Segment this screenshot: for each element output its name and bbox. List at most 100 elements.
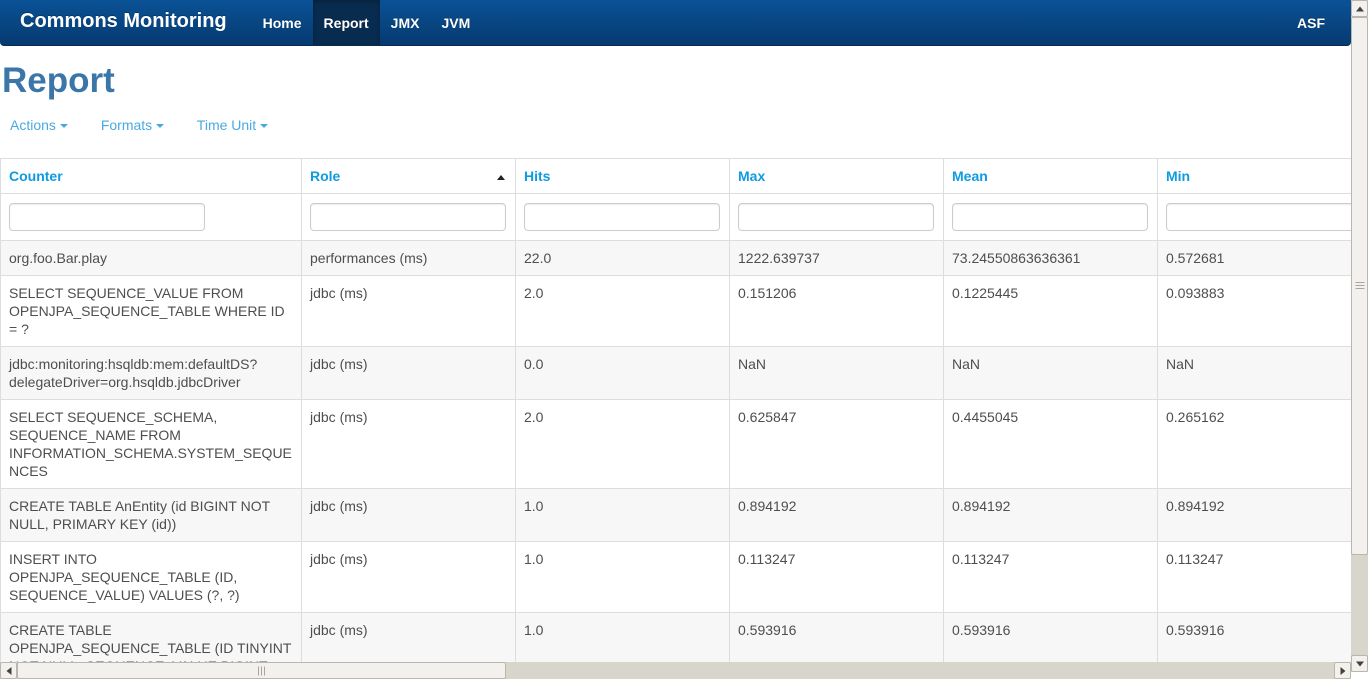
grip-icon bbox=[257, 666, 266, 675]
page-content: Commons Monitoring Home Report JMX JVM A… bbox=[0, 0, 1351, 663]
column-label: Min bbox=[1166, 168, 1191, 184]
table-cell-role: jdbc (ms) bbox=[301, 612, 516, 663]
time-unit-menu-label: Time Unit bbox=[196, 117, 257, 133]
grip-icon bbox=[1355, 282, 1364, 290]
vertical-scroll-thumb[interactable] bbox=[1351, 17, 1368, 555]
nav-item-asf[interactable]: ASF bbox=[1297, 14, 1325, 31]
column-header-hits[interactable]: Hits bbox=[515, 158, 730, 194]
table-cell-mean: 0.1225445 bbox=[943, 275, 1158, 347]
report-table: Counter Role Hits Max Mean Min org.foo.B… bbox=[0, 158, 1351, 663]
actions-menu[interactable]: Actions bbox=[10, 117, 68, 133]
filter-input-max[interactable] bbox=[738, 203, 934, 231]
nav-item-home[interactable]: Home bbox=[262, 14, 302, 31]
top-navbar: Commons Monitoring Home Report JMX JVM A… bbox=[0, 0, 1351, 46]
scroll-up-button[interactable] bbox=[1351, 0, 1368, 17]
toolbar: Actions Formats Time Unit bbox=[10, 117, 1351, 133]
table-cell-hits: 2.0 bbox=[515, 275, 730, 347]
chevron-down-icon bbox=[156, 124, 165, 129]
table-cell-mean: NaN bbox=[943, 346, 1158, 400]
table-cell-role: jdbc (ms) bbox=[301, 399, 516, 489]
table-cell-counter: CREATE TABLE AnEntity (id BIGINT NOT NUL… bbox=[0, 488, 302, 542]
table-row: jdbc:monitoring:hsqldb:mem:defaultDS?del… bbox=[0, 346, 1351, 400]
column-label: Role bbox=[310, 168, 341, 184]
table-cell-counter: INSERT INTO OPENJPA_SEQUENCE_TABLE (ID, … bbox=[0, 541, 302, 613]
filter-input-hits[interactable] bbox=[524, 203, 720, 231]
table-cell-role: jdbc (ms) bbox=[301, 541, 516, 613]
filter-row bbox=[0, 193, 1351, 241]
main-nav: Home Report JMX JVM bbox=[252, 0, 482, 45]
table-cell-max: 0.593916 bbox=[729, 612, 944, 663]
column-label: Hits bbox=[524, 168, 551, 184]
column-header-role[interactable]: Role bbox=[301, 158, 516, 194]
page-title: Report bbox=[2, 61, 115, 100]
header-row: Counter Role Hits Max Mean Min bbox=[0, 158, 1351, 194]
table-cell-min: 0.572681 bbox=[1157, 240, 1351, 276]
column-header-mean[interactable]: Mean bbox=[943, 158, 1158, 194]
arrow-left-icon bbox=[6, 666, 11, 675]
table-cell-min: 0.093883 bbox=[1157, 275, 1351, 347]
chevron-down-icon bbox=[260, 124, 269, 129]
nav-item-jmx[interactable]: JMX bbox=[390, 14, 420, 31]
table-cell-role: jdbc (ms) bbox=[301, 488, 516, 542]
table-cell-hits: 2.0 bbox=[515, 399, 730, 489]
table-cell-role: jdbc (ms) bbox=[301, 346, 516, 400]
nav-right: ASF bbox=[1297, 0, 1351, 45]
vertical-scrollbar[interactable] bbox=[1351, 0, 1368, 672]
table-cell-counter: jdbc:monitoring:hsqldb:mem:defaultDS?del… bbox=[0, 346, 302, 400]
chevron-down-icon bbox=[59, 124, 68, 129]
table-row: SELECT SEQUENCE_SCHEMA, SEQUENCE_NAME FR… bbox=[0, 399, 1351, 489]
actions-menu-label: Actions bbox=[10, 117, 56, 133]
table-cell-mean: 0.894192 bbox=[943, 488, 1158, 542]
table-cell-mean: 0.593916 bbox=[943, 612, 1158, 663]
column-label: Max bbox=[738, 168, 766, 184]
table-cell-role: jdbc (ms) bbox=[301, 275, 516, 347]
column-header-min[interactable]: Min bbox=[1157, 158, 1351, 194]
table-cell-hits: 0.0 bbox=[515, 346, 730, 400]
table-cell-hits: 1.0 bbox=[515, 612, 730, 663]
horizontal-scroll-thumb[interactable] bbox=[17, 662, 506, 679]
filter-input-mean[interactable] bbox=[952, 203, 1148, 231]
table-cell-max: 0.625847 bbox=[729, 399, 944, 489]
table-row: SELECT SEQUENCE_VALUE FROM OPENJPA_SEQUE… bbox=[0, 275, 1351, 347]
column-label: Counter bbox=[9, 168, 63, 184]
table-row: INSERT INTO OPENJPA_SEQUENCE_TABLE (ID, … bbox=[0, 541, 1351, 613]
time-unit-menu[interactable]: Time Unit bbox=[196, 117, 269, 133]
table-cell-min: NaN bbox=[1157, 346, 1351, 400]
horizontal-scrollbar[interactable] bbox=[0, 662, 1351, 679]
nav-item-report[interactable]: Report bbox=[312, 0, 380, 45]
table-cell-hits: 1.0 bbox=[515, 541, 730, 613]
table-cell-mean: 0.113247 bbox=[943, 541, 1158, 613]
table-row: CREATE TABLE AnEntity (id BIGINT NOT NUL… bbox=[0, 488, 1351, 542]
table-cell-role: performances (ms) bbox=[301, 240, 516, 276]
table-cell-min: 0.593916 bbox=[1157, 612, 1351, 663]
table-cell-max: 0.894192 bbox=[729, 488, 944, 542]
table-cell-hits: 1.0 bbox=[515, 488, 730, 542]
table-cell-mean: 73.24550863636361 bbox=[943, 240, 1158, 276]
column-header-counter[interactable]: Counter bbox=[0, 158, 302, 194]
filter-input-counter[interactable] bbox=[9, 203, 205, 231]
scroll-left-button[interactable] bbox=[0, 662, 17, 679]
table-cell-min: 0.113247 bbox=[1157, 541, 1351, 613]
arrow-up-icon bbox=[1355, 6, 1364, 11]
column-header-max[interactable]: Max bbox=[729, 158, 944, 194]
table-cell-counter: org.foo.Bar.play bbox=[0, 240, 302, 276]
table-row: CREATE TABLE OPENJPA_SEQUENCE_TABLE (ID … bbox=[0, 612, 1351, 663]
filter-input-min[interactable] bbox=[1166, 203, 1351, 231]
table-cell-min: 0.894192 bbox=[1157, 488, 1351, 542]
filter-input-role[interactable] bbox=[310, 203, 506, 231]
table-cell-max: 0.151206 bbox=[729, 275, 944, 347]
table-cell-counter: SELECT SEQUENCE_VALUE FROM OPENJPA_SEQUE… bbox=[0, 275, 302, 347]
scroll-down-button[interactable] bbox=[1351, 655, 1368, 672]
table-cell-mean: 0.4455045 bbox=[943, 399, 1158, 489]
table-cell-max: NaN bbox=[729, 346, 944, 400]
nav-item-jvm[interactable]: JVM bbox=[441, 14, 471, 31]
table-cell-max: 0.113247 bbox=[729, 541, 944, 613]
brand-link[interactable]: Commons Monitoring bbox=[20, 10, 227, 32]
table-row: org.foo.Bar.play performances (ms) 22.0 122… bbox=[0, 240, 1351, 276]
table-cell-hits: 22.0 bbox=[515, 240, 730, 276]
formats-menu[interactable]: Formats bbox=[101, 117, 165, 133]
column-label: Mean bbox=[952, 168, 988, 184]
scroll-right-button[interactable] bbox=[1334, 662, 1351, 679]
table-cell-max: 1222.639737 bbox=[729, 240, 944, 276]
sort-asc-icon bbox=[497, 175, 505, 180]
